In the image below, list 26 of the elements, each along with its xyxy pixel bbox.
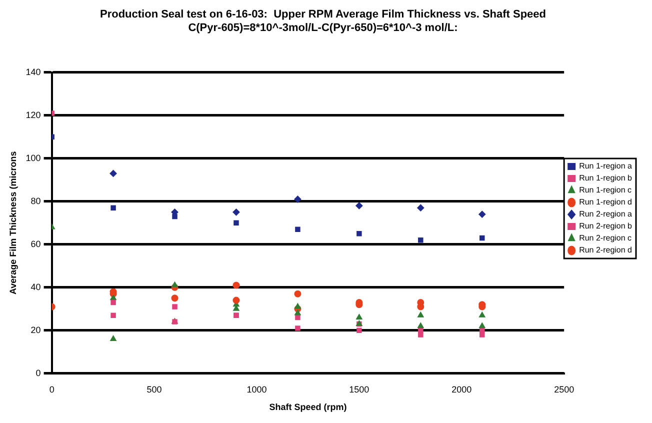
chart-title: Production Seal test on 6-16-03: Upper RPM Average Film Thickness vs. Shaft Speed xyxy=(100,8,546,21)
x-tick-label: 1500 xyxy=(349,384,370,394)
x-tick-label: 0 xyxy=(49,384,54,394)
legend-label: Run 2-region b xyxy=(579,222,633,231)
legend-label: Run 1-region b xyxy=(579,174,633,183)
x-tick-label: 2500 xyxy=(554,384,574,394)
x-tick-label: 500 xyxy=(146,384,162,394)
x-axis-title: Shaft Speed (rpm) xyxy=(269,402,347,412)
y-tick-label: 140 xyxy=(26,66,41,77)
y-tick-label: 80 xyxy=(30,196,41,206)
legend-label: Run 1-region a xyxy=(579,162,633,171)
x-tick-label: 2000 xyxy=(452,384,472,394)
legend-label: Run 1-region c xyxy=(579,186,632,195)
y-tick-label: 20 xyxy=(30,324,41,335)
legend-label: Run 2-region c xyxy=(579,234,632,243)
x-tick-label: 1000 xyxy=(246,384,267,394)
y-tick-label: 40 xyxy=(30,282,41,292)
y-tick-label: 60 xyxy=(30,238,41,249)
legend-label: Run 2-region a xyxy=(579,210,633,219)
legend-label: Run 1-region d xyxy=(579,198,632,207)
y-axis-title: Average Film Thickness (microns xyxy=(8,151,18,295)
y-tick-label: 0 xyxy=(36,368,41,378)
legend-label: Run 2-region d xyxy=(579,246,632,255)
y-tick-label: 100 xyxy=(26,152,41,163)
y-tick-label: 120 xyxy=(26,110,41,120)
chart-subtitle: C(Pyr-605)=8*10^-3mol/L-C(Pyr-650)=6*10^-3 mol/L: xyxy=(188,22,458,34)
